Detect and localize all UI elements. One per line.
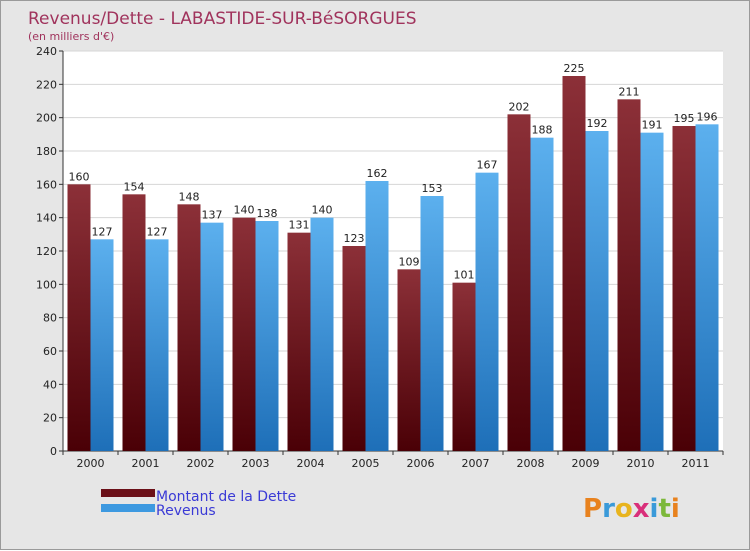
x-tick-label: 2008 [517, 457, 545, 470]
x-tick-label: 2010 [627, 457, 655, 470]
bar-revenus [530, 137, 554, 451]
data-label: 148 [179, 190, 200, 203]
bar-revenus [475, 172, 499, 451]
bar-revenus [640, 132, 664, 451]
bar-dette [287, 232, 311, 451]
data-label: 140 [312, 204, 333, 217]
legend-label-revenus: Revenus [156, 503, 216, 519]
bar-dette [507, 114, 531, 451]
legend-swatch-revenus [101, 504, 155, 512]
bar-dette [177, 204, 201, 451]
data-label: 195 [674, 112, 695, 125]
bar-dette [672, 126, 696, 451]
y-tick-label: 80 [43, 312, 57, 325]
data-label: 140 [234, 204, 255, 217]
data-label: 127 [147, 225, 168, 238]
y-tick-label: 0 [50, 445, 57, 458]
x-tick-label: 2007 [462, 457, 490, 470]
data-label: 202 [509, 100, 530, 113]
data-label: 153 [422, 182, 443, 195]
bar-dette [122, 194, 146, 452]
y-tick-label: 120 [36, 245, 57, 258]
y-tick-label: 160 [36, 178, 57, 191]
bar-dette [397, 269, 421, 451]
grid [63, 50, 723, 452]
data-label: 188 [532, 124, 553, 137]
bars [67, 76, 719, 452]
legend-label-debt: Montant de la Dette [156, 489, 296, 505]
x-tick-label: 2005 [352, 457, 380, 470]
data-label: 123 [344, 232, 365, 245]
bar-dette [617, 99, 641, 451]
bar-dette [232, 217, 256, 451]
y-tick-label: 60 [43, 345, 57, 358]
chart-title: Revenus/Dette - LABASTIDE-SUR-BéSORGUES [28, 9, 417, 29]
data-label: 154 [124, 180, 145, 193]
bar-revenus [145, 239, 169, 451]
data-label: 131 [289, 219, 310, 232]
y-tick-label: 240 [36, 45, 57, 58]
data-label: 101 [454, 269, 475, 282]
bar-dette [67, 184, 91, 452]
x-tick-label: 2004 [297, 457, 325, 470]
logo-text: Proxiti [583, 494, 680, 524]
data-label: 192 [587, 117, 608, 130]
bar-revenus [585, 131, 609, 451]
bar-dette [562, 76, 586, 451]
y-tick-label: 40 [43, 378, 57, 391]
x-tick-label: 2001 [132, 457, 160, 470]
bar-revenus [255, 221, 279, 451]
x-tick-label: 2011 [682, 457, 710, 470]
bar-revenus [695, 124, 719, 451]
bar-revenus [365, 181, 389, 451]
data-label: 138 [257, 207, 278, 220]
data-label: 225 [564, 62, 585, 75]
y-tick-label: 20 [43, 412, 57, 425]
legend-swatch-debt [101, 489, 155, 497]
data-label: 162 [367, 167, 388, 180]
data-label: 211 [619, 85, 640, 98]
bar-revenus [420, 196, 444, 451]
proxiti-logo: Proxiti [583, 494, 680, 524]
chart-subtitle: (en milliers d'€) [28, 30, 114, 43]
legend: Montant de la Dette Revenus [101, 489, 296, 519]
data-label: 127 [92, 225, 113, 238]
x-axis: 2000 2001 2002 2003 2004 2005 2006 2007 2008 2009… [62, 451, 724, 470]
x-tick-label: 2006 [407, 457, 435, 470]
bar-revenus [90, 239, 114, 451]
bar-revenus [200, 222, 224, 451]
x-tick-label: 2003 [242, 457, 270, 470]
data-label: 109 [399, 255, 420, 268]
bar-dette [452, 282, 476, 451]
x-tick-label: 2009 [572, 457, 600, 470]
data-label: 137 [202, 209, 223, 222]
y-tick-label: 180 [36, 145, 57, 158]
y-tick-label: 100 [36, 278, 57, 291]
data-label: 196 [697, 110, 718, 123]
bar-dette [342, 246, 366, 451]
data-label: 167 [477, 159, 498, 172]
y-tick-label: 220 [36, 78, 57, 91]
data-label: 191 [642, 119, 663, 132]
y-tick-label: 200 [36, 112, 57, 125]
y-tick-label: 140 [36, 212, 57, 225]
data-label: 160 [69, 170, 90, 183]
x-tick-label: 2000 [77, 457, 105, 470]
x-tick-label: 2002 [187, 457, 215, 470]
bar-revenus [310, 217, 334, 451]
